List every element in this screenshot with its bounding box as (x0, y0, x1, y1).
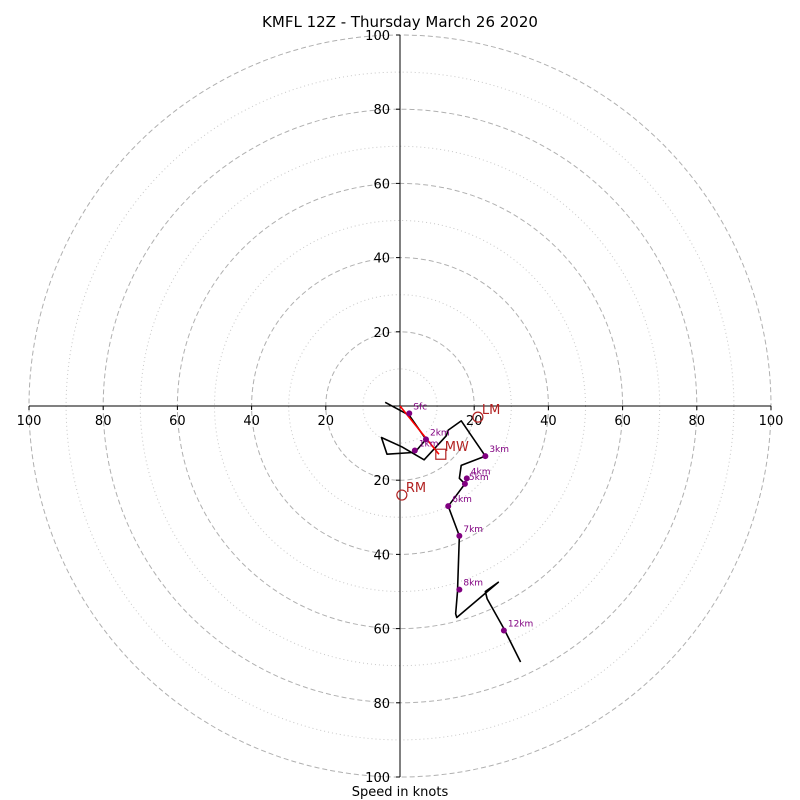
y-tick-label: 100 (365, 771, 390, 786)
motion-label: MW (445, 440, 469, 455)
y-tick-label: 80 (373, 697, 390, 712)
y-tick-label: 60 (373, 177, 390, 192)
x-axis-label: Speed in knots (352, 785, 449, 800)
y-tick-label: 20 (373, 326, 390, 341)
chart-title: KMFL 12Z - Thursday March 26 2020 (262, 13, 538, 31)
x-tick-label: 80 (95, 414, 112, 429)
height-point (456, 532, 463, 539)
height-point (406, 410, 413, 417)
motion-marker (435, 448, 447, 460)
x-tick-label: 60 (169, 414, 186, 429)
x-tick-label: 40 (243, 414, 260, 429)
height-label: Sfc (413, 402, 427, 412)
height-label: 1km (419, 440, 439, 450)
storm-motion-markers: LM MW RM (396, 403, 500, 501)
height-point (461, 480, 468, 487)
height-point (411, 447, 418, 454)
height-point (456, 586, 463, 593)
x-tick-label: 40 (540, 414, 557, 429)
height-label: 6km (452, 495, 472, 505)
height-point (482, 453, 489, 460)
y-tick-label: 80 (373, 103, 390, 118)
y-tick-label: 20 (373, 474, 390, 489)
y-tick-label: 60 (373, 623, 390, 638)
height-point (445, 503, 452, 510)
height-point (463, 475, 470, 482)
motion-marker (396, 489, 408, 501)
tick-labels: 100 80 60 40 20 20 40 60 80 100 100 80 60 40 20 20 40 60 8… (17, 29, 784, 786)
height-label: 3km (489, 445, 509, 455)
x-tick-label: 100 (759, 414, 784, 429)
motion-label: RM (406, 481, 426, 496)
x-tick-label: 20 (318, 414, 335, 429)
height-label: 8km (463, 579, 483, 589)
x-tick-label: 100 (17, 414, 42, 429)
height-point (500, 627, 507, 634)
x-tick-label: 60 (614, 414, 631, 429)
height-label: 12km (508, 619, 533, 629)
height-label: 2km (430, 428, 450, 438)
hodograph-line (380, 401, 522, 663)
y-tick-label: 100 (365, 29, 390, 44)
height-label: 7km (463, 525, 483, 535)
motion-marker (472, 411, 484, 423)
y-tick-label: 40 (373, 252, 390, 267)
height-label: 5km (469, 473, 489, 483)
height-point (422, 436, 429, 443)
x-tick-label: 80 (689, 414, 706, 429)
y-tick-label: 40 (373, 548, 390, 563)
motion-label: LM (482, 403, 500, 418)
height-label: 4km (471, 467, 491, 477)
x-tick-label: 20 (466, 414, 483, 429)
